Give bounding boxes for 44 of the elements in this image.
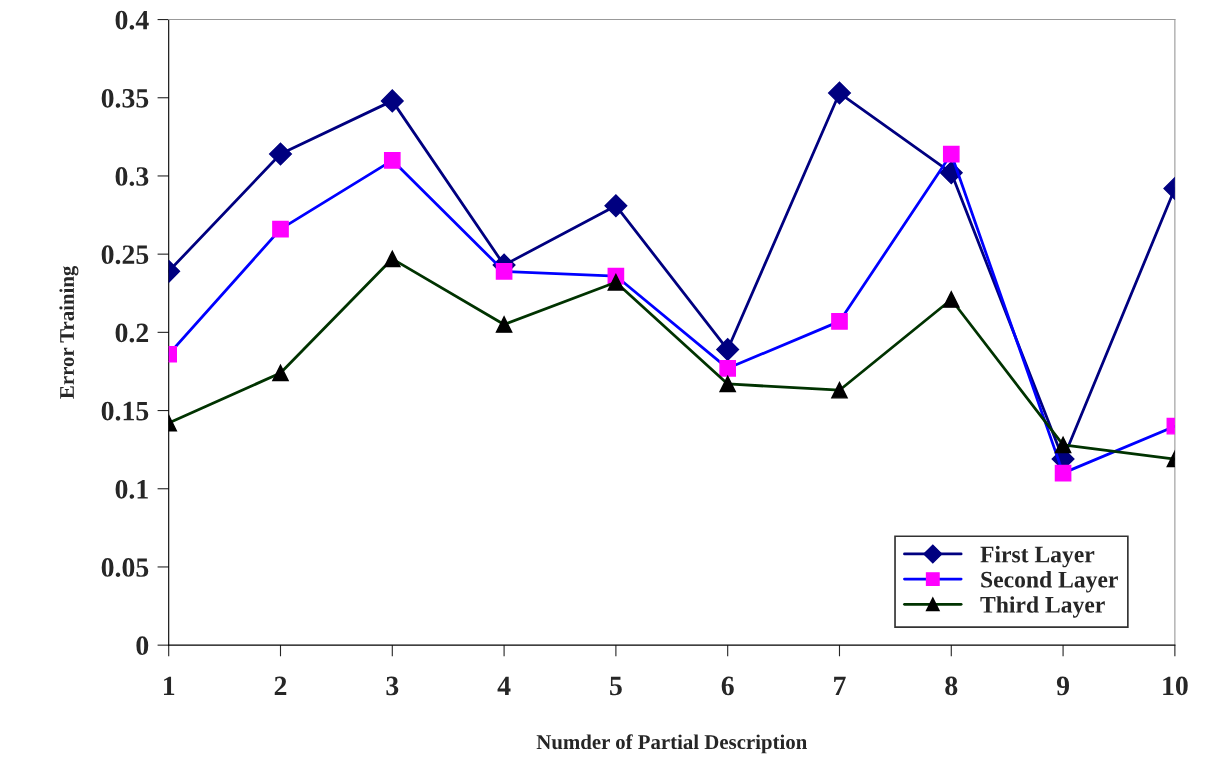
legend-label: Third Layer — [980, 596, 1105, 618]
point — [1054, 464, 1072, 482]
point — [719, 359, 737, 377]
y-tick-label: 0.15 — [101, 401, 149, 421]
point — [272, 364, 289, 382]
legend-label: First Layer — [980, 545, 1095, 568]
y-tick-label: 0.4 — [115, 10, 149, 30]
point — [495, 263, 513, 280]
x-axis-title: Numder of Partial Description — [536, 734, 807, 754]
point — [716, 338, 740, 362]
point — [1054, 436, 1072, 454]
point — [607, 273, 625, 291]
x-tick-label: 2 — [274, 676, 287, 695]
x-tick-label: 10 — [1163, 676, 1188, 696]
point — [495, 316, 513, 333]
point — [383, 151, 401, 169]
point — [831, 313, 848, 330]
x-tick-label: 3 — [386, 676, 399, 696]
x-tick-label: 4 — [497, 676, 511, 695]
point — [719, 375, 737, 393]
point — [268, 142, 292, 166]
point — [272, 220, 289, 238]
x-tick-label: 9 — [1056, 676, 1070, 696]
point — [827, 81, 851, 105]
y-tick-label: 0 — [136, 636, 149, 656]
x-tick-label: 5 — [610, 676, 622, 696]
point — [942, 291, 960, 308]
point — [604, 194, 628, 218]
point — [942, 145, 960, 163]
legend-label: Second Layer — [981, 571, 1118, 593]
point — [380, 89, 404, 113]
y-tick-label: 0.35 — [101, 88, 149, 108]
y-tick-label: 0.25 — [101, 245, 149, 265]
x-tick-label: 8 — [945, 676, 958, 696]
x-tick-label: 6 — [721, 676, 734, 696]
y-axis-title: Error Training — [59, 265, 79, 399]
y-tick-label: 0.3 — [115, 167, 149, 186]
y-tick-label: 0.1 — [115, 479, 148, 499]
y-tick-label: 0.05 — [101, 558, 149, 577]
x-tick-label: 1 — [163, 676, 175, 695]
point — [831, 381, 848, 399]
x-tick-label: 7 — [834, 676, 846, 695]
y-tick-label: 0.2 — [115, 323, 149, 343]
point — [383, 250, 401, 268]
